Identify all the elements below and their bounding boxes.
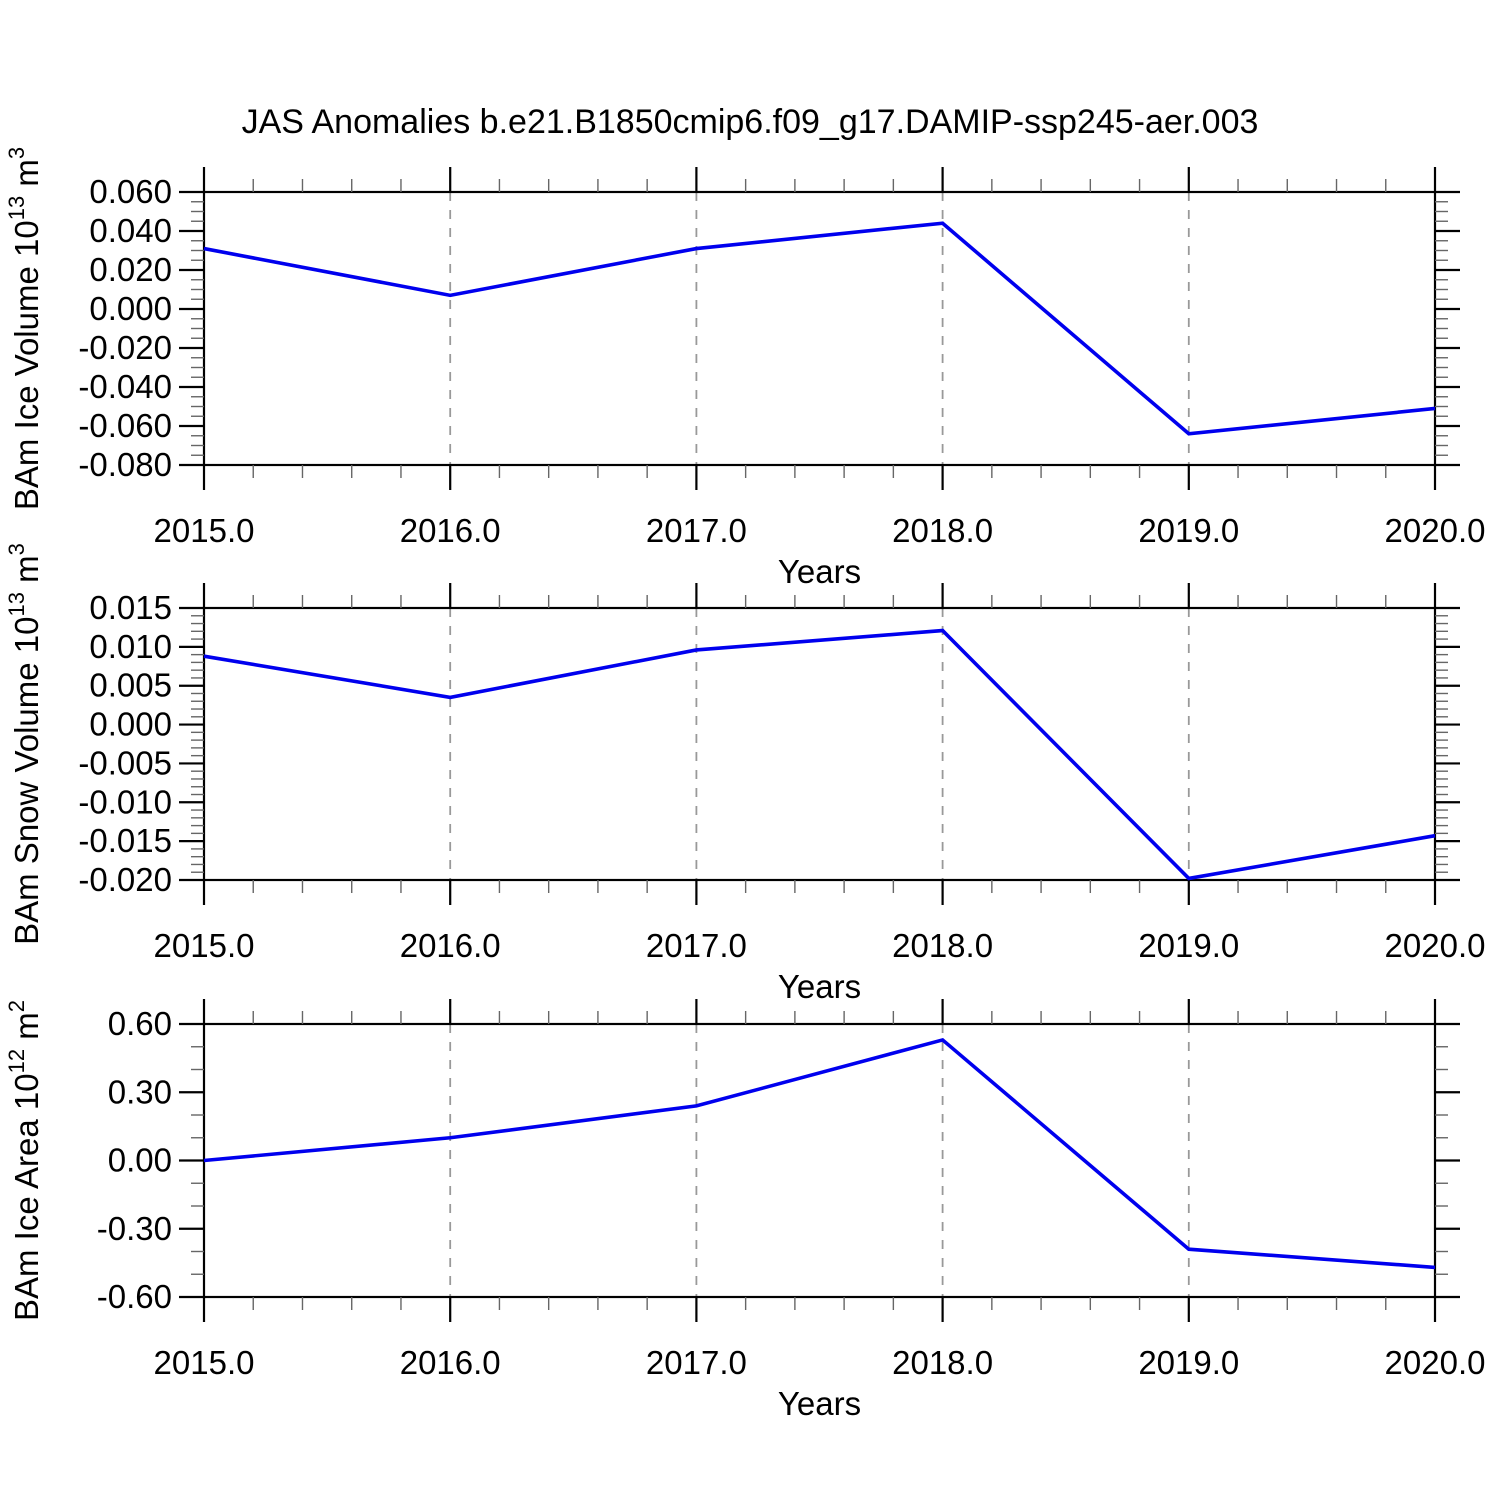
- data-line: [203, 1037, 1436, 1270]
- x-tick-label: 2015.0: [154, 1344, 255, 1381]
- x-tick-label: 2020.0: [1385, 1344, 1486, 1381]
- x-tick-label: 2015.0: [154, 927, 255, 964]
- y-tick-label: 0.60: [108, 1005, 172, 1042]
- y-tick-label: -0.60: [97, 1278, 172, 1315]
- x-tick-label: 2016.0: [400, 1344, 501, 1381]
- y-tick-label: 0.000: [89, 706, 172, 743]
- panel-frame: [202, 190, 1437, 467]
- y-tick-label: 0.020: [89, 251, 172, 288]
- x-tick-label: 2019.0: [1138, 1344, 1239, 1381]
- y-axis-title: BAm Ice Volume 1013 m3: [4, 147, 45, 510]
- x-tick-label: 2018.0: [892, 1344, 993, 1381]
- x-tick-label: 2016.0: [400, 512, 501, 549]
- y-tick-label: 0.010: [89, 628, 172, 665]
- x-tick-label: 2017.0: [646, 1344, 747, 1381]
- y-tick-label: 0.00: [108, 1142, 172, 1179]
- data-line: [203, 221, 1436, 436]
- y-tick-label: 0.000: [89, 290, 172, 327]
- y-tick-label: -0.060: [78, 407, 172, 444]
- x-tick-label: 2017.0: [646, 927, 747, 964]
- y-tick-label: -0.080: [78, 446, 172, 483]
- panel-frame: [202, 606, 1437, 882]
- x-tick-label: 2018.0: [892, 512, 993, 549]
- y-axis-title: BAm Snow Volume 1013 m3: [4, 543, 45, 945]
- y-tick-label: -0.005: [78, 744, 172, 781]
- y-tick-label: 0.015: [89, 589, 172, 626]
- y-axis-title: BAm Ice Area 1012 m2: [4, 1000, 45, 1321]
- y-tick-label: -0.010: [78, 783, 172, 820]
- y-tick-label: 0.040: [89, 212, 172, 249]
- x-axis-title: Years: [778, 968, 861, 1005]
- figure-title: JAS Anomalies b.e21.B1850cmip6.f09_g17.D…: [241, 103, 1259, 141]
- y-tick-label: 0.30: [108, 1073, 172, 1110]
- y-tick-label: 0.005: [89, 667, 172, 704]
- x-tick-label: 2018.0: [892, 927, 993, 964]
- x-tick-label: 2017.0: [646, 512, 747, 549]
- x-tick-label: 2016.0: [400, 927, 501, 964]
- y-tick-label: -0.30: [97, 1210, 172, 1247]
- y-tick-label: -0.020: [78, 861, 172, 898]
- y-tick-label: -0.040: [78, 368, 172, 405]
- x-axis-title: Years: [778, 553, 861, 590]
- y-tick-label: 0.060: [89, 173, 172, 210]
- x-tick-label: 2020.0: [1385, 927, 1486, 964]
- y-tick-label: -0.015: [78, 822, 172, 859]
- panel-frame: [202, 1022, 1437, 1299]
- x-tick-label: 2019.0: [1138, 927, 1239, 964]
- x-tick-label: 2019.0: [1138, 512, 1239, 549]
- x-tick-label: 2020.0: [1385, 512, 1486, 549]
- data-line: [203, 628, 1436, 881]
- x-axis-title: Years: [778, 1385, 861, 1422]
- x-tick-label: 2015.0: [154, 512, 255, 549]
- y-tick-label: -0.020: [78, 329, 172, 366]
